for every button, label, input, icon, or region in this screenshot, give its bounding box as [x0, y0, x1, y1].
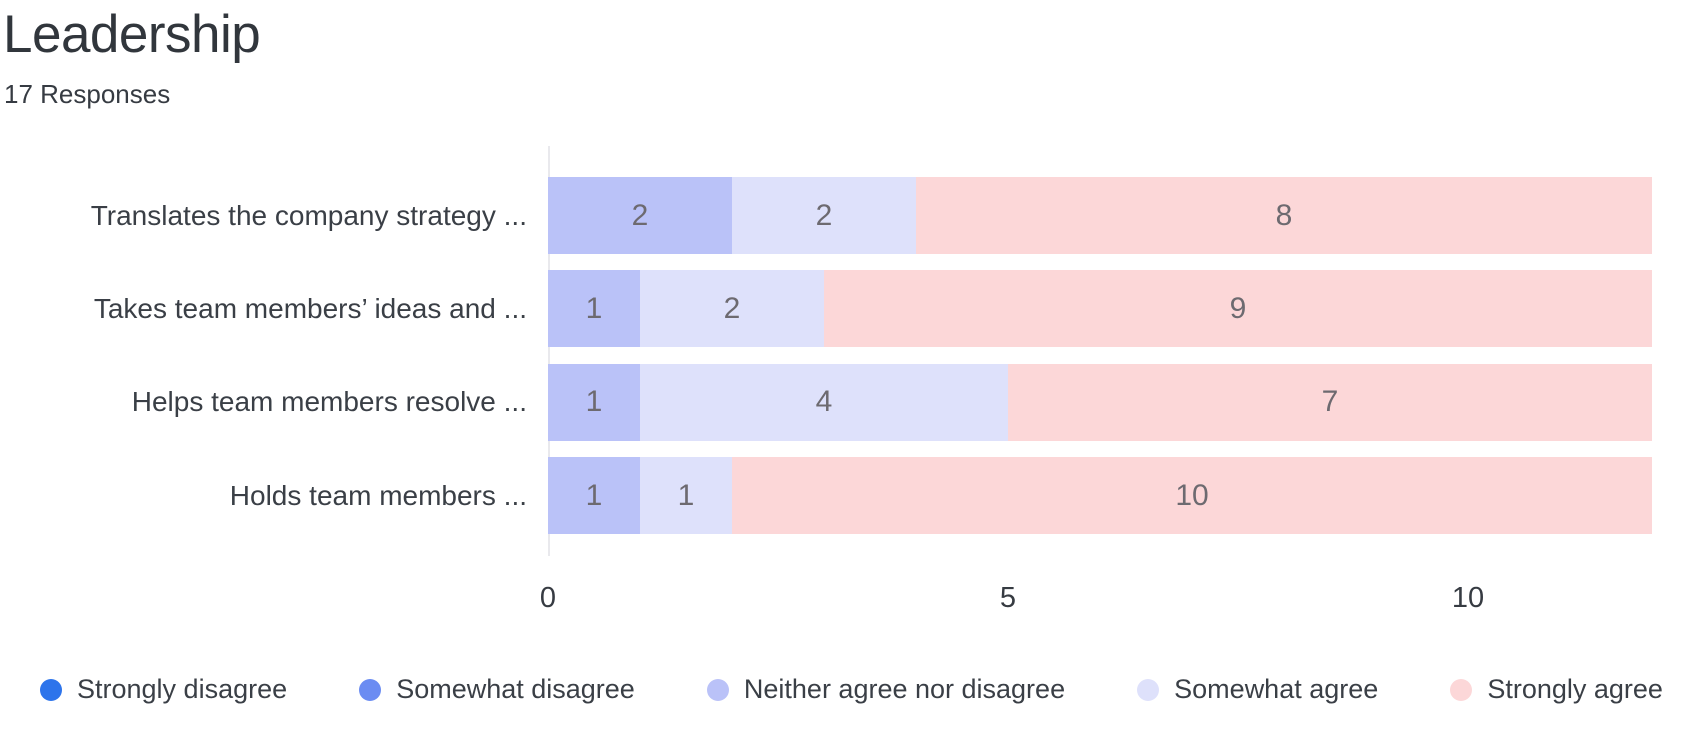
page-title: Leadership — [3, 5, 261, 64]
category-label: Takes team members’ ideas and ... — [93, 292, 527, 324]
category-label: Holds team members ... — [229, 479, 527, 511]
bar-value-label: 1 — [585, 291, 603, 325]
bar-segment[interactable]: 1 — [640, 457, 732, 535]
bar-value-label: 8 — [1275, 198, 1293, 232]
bar-segment[interactable]: 1 — [548, 363, 640, 441]
legend-label: Neither agree nor disagree — [743, 674, 1066, 704]
legend-dot-icon — [706, 678, 729, 701]
bar-value-label: 9 — [1229, 291, 1247, 325]
bar-value-label: 2 — [631, 198, 649, 232]
bar-segment[interactable]: 10 — [732, 457, 1652, 535]
bar-segment[interactable]: 4 — [640, 363, 1008, 441]
legend-dot-icon — [1137, 678, 1160, 701]
bar-segment[interactable]: 8 — [916, 177, 1652, 254]
legend-item[interactable]: Strongly disagree — [40, 674, 287, 705]
legend-label: Somewhat disagree — [396, 674, 635, 704]
legend-label: Somewhat agree — [1174, 674, 1379, 704]
bar-segment[interactable]: 9 — [824, 270, 1652, 348]
y-axis-line — [548, 146, 550, 556]
bar-value-label: 4 — [815, 385, 833, 419]
chart-legend: Strongly disagree Somewhat disagree Neithe… — [40, 674, 1663, 705]
bar-value-label: 1 — [677, 478, 695, 512]
bar-segment[interactable]: 2 — [732, 177, 916, 254]
bar-value-label: 7 — [1321, 385, 1339, 419]
x-axis-tick-label: 0 — [539, 582, 557, 614]
legend-label: Strongly agree — [1487, 674, 1663, 704]
bar-value-label: 10 — [1175, 478, 1209, 512]
bar-segment[interactable]: 1 — [548, 270, 640, 348]
bar-value-label: 1 — [585, 478, 603, 512]
legend-item[interactable]: Somewhat disagree — [359, 674, 635, 705]
bar-segment[interactable]: 7 — [1008, 363, 1652, 441]
legend-dot-icon — [40, 678, 62, 701]
category-label: Helps team members resolve ... — [131, 386, 527, 418]
bar-value-label: 2 — [815, 198, 833, 232]
bar-value-label: 1 — [585, 385, 603, 419]
legend-item[interactable]: Somewhat agree — [1137, 674, 1378, 705]
bar-segment[interactable]: 1 — [548, 457, 640, 535]
legend-item[interactable]: Neither agree nor disagree — [706, 674, 1066, 705]
category-label: Translates the company strategy ... — [90, 199, 527, 231]
bar-value-label: 2 — [723, 291, 741, 325]
bar-segment[interactable]: 2 — [548, 177, 732, 254]
bar-segment[interactable]: 2 — [640, 270, 824, 348]
legend-label: Strongly disagree — [77, 674, 288, 704]
response-count: 17 Responses — [4, 79, 171, 109]
legend-dot-icon — [359, 678, 382, 701]
x-axis-tick-label: 5 — [999, 582, 1017, 614]
legend-item[interactable]: Strongly agree — [1450, 674, 1663, 705]
x-axis-tick-label: 10 — [1451, 582, 1485, 614]
legend-dot-icon — [1450, 678, 1473, 701]
